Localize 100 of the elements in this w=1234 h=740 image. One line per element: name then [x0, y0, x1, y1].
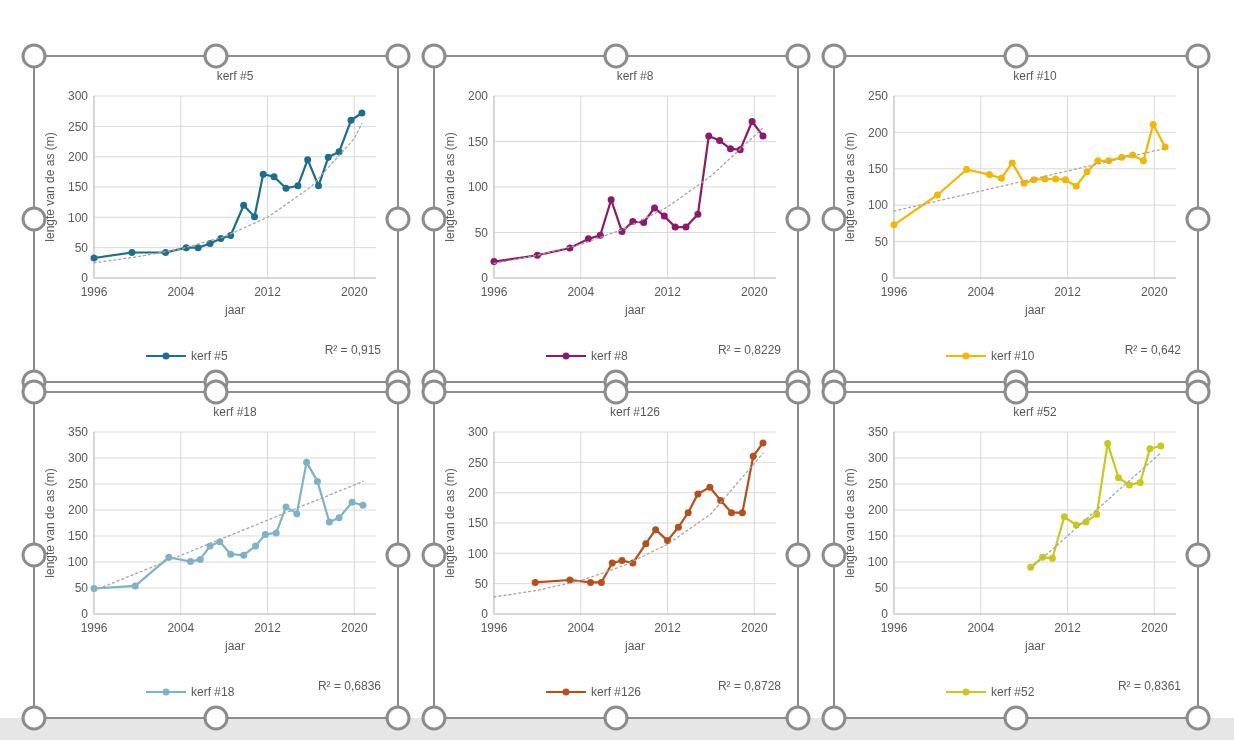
y-tick-label: 200: [867, 125, 889, 140]
point: [660, 212, 668, 220]
x-tick-label: 2012: [654, 621, 682, 635]
point: [890, 221, 898, 229]
chart-title: kerf #52: [1013, 405, 1058, 419]
text: R² = 0,642: [1124, 343, 1182, 357]
y-tick-label: 300: [467, 425, 489, 440]
y-tick-label: 50: [74, 581, 89, 596]
text: R² = 0,8229: [717, 343, 782, 357]
point: [651, 204, 659, 212]
y-axis-title: lengte van de as (m): [843, 468, 857, 578]
point: [194, 244, 202, 252]
point: [261, 530, 269, 538]
point: [1146, 445, 1154, 453]
point: [315, 182, 323, 190]
y-tick-label: 350: [867, 425, 889, 440]
point: [1060, 513, 1068, 521]
y-tick-label: 0: [81, 607, 89, 622]
point: [748, 117, 756, 125]
point: [1048, 554, 1056, 562]
point: [251, 213, 259, 221]
point: [324, 153, 332, 161]
point: [313, 477, 321, 485]
x-axis-title: jaar: [623, 639, 646, 653]
point: [642, 540, 650, 548]
point: [348, 498, 356, 506]
point: [252, 542, 260, 550]
text: R² = 0,8728: [717, 679, 782, 693]
y-tick-label: 0: [481, 271, 489, 286]
y-tick-label: 100: [467, 546, 489, 561]
y-tick-label: 0: [881, 607, 889, 622]
point: [640, 218, 648, 226]
point: [1136, 478, 1144, 486]
y-tick-label: 50: [874, 234, 889, 249]
x-tick-label: 2020: [1140, 285, 1168, 299]
point: [694, 210, 702, 218]
x-tick-label: 2020: [1140, 621, 1168, 635]
legend-label: kerf #5: [191, 349, 229, 364]
x-tick-label: 1996: [80, 621, 108, 635]
point: [671, 223, 679, 231]
y-tick-label: 200: [67, 149, 89, 164]
x-tick-label: 2020: [740, 621, 768, 635]
y-tick-label: 50: [474, 576, 489, 591]
point: [694, 490, 702, 498]
point: [531, 578, 539, 586]
x-tick-label: 2004: [167, 621, 195, 635]
legend-label: kerf #8: [591, 349, 629, 364]
x-axis-title: jaar: [1023, 639, 1046, 653]
point: [705, 132, 713, 140]
y-tick-label: 250: [867, 477, 889, 492]
point: [131, 582, 139, 590]
point: [206, 239, 214, 247]
y-axis-title: lengte van de as (m): [43, 132, 57, 242]
y-tick-label: 50: [474, 225, 489, 240]
y-tick-label: 150: [867, 162, 889, 176]
y-tick-label: 0: [881, 271, 889, 286]
point: [227, 550, 235, 558]
x-tick-label: 2012: [654, 285, 682, 299]
point: [1094, 157, 1102, 165]
y-tick-label: 150: [867, 529, 889, 544]
y-tick-label: 200: [467, 89, 489, 104]
y-tick-label: 150: [67, 529, 89, 544]
y-tick-label: 150: [67, 180, 89, 195]
x-tick-label: 2004: [167, 285, 195, 299]
y-tick-label: 100: [467, 180, 489, 195]
point: [259, 170, 267, 178]
chart-title: kerf #18: [213, 405, 258, 419]
point: [325, 518, 333, 526]
y-tick-label: 300: [67, 89, 89, 104]
point: [1149, 120, 1157, 128]
x-tick-label: 2012: [1054, 285, 1082, 299]
x-tick-label: 2020: [340, 621, 368, 635]
point: [187, 557, 195, 565]
point: [294, 182, 302, 190]
point: [1072, 182, 1080, 190]
legend-label: kerf #52: [991, 685, 1035, 700]
point: [1020, 179, 1028, 187]
point: [584, 235, 592, 243]
point: [607, 196, 615, 204]
x-tick-label: 1996: [880, 621, 908, 635]
legend-label: kerf #18: [191, 685, 235, 700]
point: [196, 555, 204, 563]
point: [706, 483, 714, 491]
point: [1125, 481, 1133, 489]
point: [728, 509, 736, 517]
y-axis-title: lengte van de as (m): [443, 132, 457, 242]
y-tick-label: 50: [874, 581, 889, 596]
point: [759, 439, 767, 447]
chart-title: kerf #126: [609, 405, 661, 419]
point: [682, 223, 690, 231]
y-tick-label: 300: [67, 451, 89, 466]
point: [293, 510, 301, 518]
point: [618, 557, 626, 565]
point: [963, 166, 971, 174]
point: [303, 458, 311, 466]
point: [358, 109, 366, 117]
y-tick-label: 100: [867, 555, 889, 570]
point: [270, 173, 278, 181]
legend-label: kerf #10: [991, 349, 1035, 364]
point: [726, 145, 734, 153]
